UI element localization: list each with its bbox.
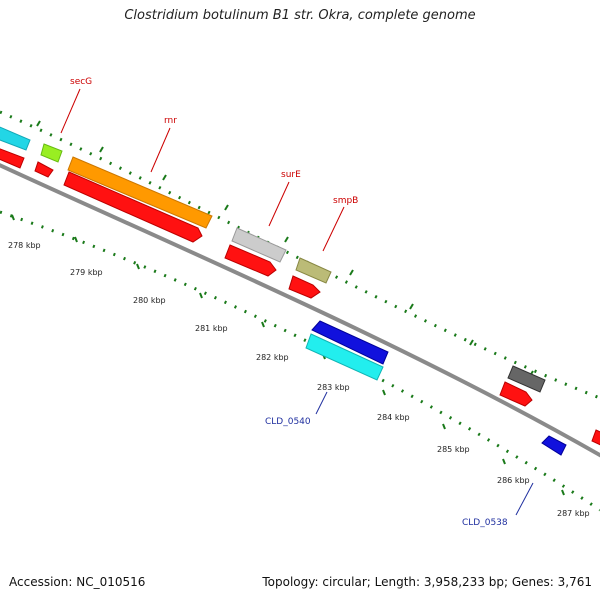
gene-CLD_0540 xyxy=(305,333,384,381)
tick-label: 280 kbp xyxy=(133,296,166,305)
gene-secG xyxy=(40,143,63,163)
gene-surE xyxy=(231,227,287,263)
gene-label-surE: surE xyxy=(281,170,301,180)
outer-major-ticks xyxy=(36,120,534,377)
tick-label: 279 kbp xyxy=(70,268,103,277)
gene-label-rnr: rnr xyxy=(164,116,177,126)
gene-label-CLD_0538: CLD_0538 xyxy=(462,518,508,528)
gene-red xyxy=(591,429,600,446)
gene-label-CLD_0540: CLD_0540 xyxy=(265,417,311,427)
genome-backbone xyxy=(0,163,600,458)
tick-label: 281 kbp xyxy=(195,324,228,333)
gene-red xyxy=(34,161,54,178)
tick-label: 287 kbp xyxy=(557,509,590,518)
tick-label: 282 kbp xyxy=(256,353,289,362)
genome-summary-text: Topology: circular; Length: 3,958,233 bp… xyxy=(262,575,592,589)
inner-major-ticks xyxy=(11,214,565,496)
label-leaders xyxy=(60,88,534,516)
gene-blue xyxy=(311,320,389,365)
tick-label: 286 kbp xyxy=(497,476,530,485)
gene-rnr xyxy=(67,156,213,229)
gene-gray-right xyxy=(507,365,546,393)
gene-red xyxy=(288,275,321,299)
tick-label: 278 kbp xyxy=(8,241,41,250)
map-title: Clostridium botulinum B1 str. Okra, comp… xyxy=(124,8,476,23)
gene-cyan-left xyxy=(0,126,31,151)
gene-red xyxy=(224,244,277,277)
outer-tick-ring xyxy=(0,110,600,400)
gene-label-smpB: smpB xyxy=(333,196,358,206)
gene-red xyxy=(0,148,25,169)
gene-smpB xyxy=(295,257,332,284)
tick-label: 285 kbp xyxy=(437,445,470,454)
tick-label: 283 kbp xyxy=(317,383,350,392)
gene-label-secG: secG xyxy=(70,77,92,87)
tick-label: 284 kbp xyxy=(377,413,410,422)
gene-CLD_0538 xyxy=(541,435,567,456)
inner-tick-ring xyxy=(0,210,600,512)
gene-red xyxy=(63,171,203,243)
gene-red xyxy=(499,381,533,407)
accession-text: Accession: NC_010516 xyxy=(9,575,146,589)
